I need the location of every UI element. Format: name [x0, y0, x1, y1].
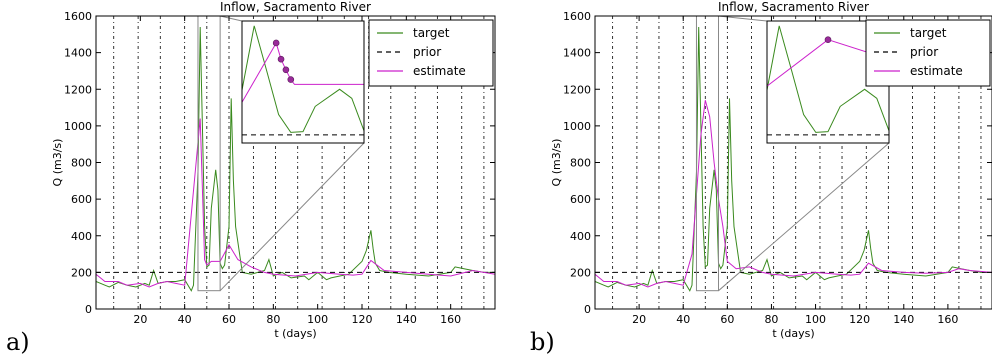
inset-axes: [241, 20, 365, 144]
y-axis-title: Q (m3/s): [550, 139, 563, 187]
legend-label-prior: prior: [910, 45, 938, 59]
inset-marker-point: [824, 36, 832, 44]
chart-title: Inflow, Sacramento River: [718, 0, 869, 14]
x-tick-label: 120: [849, 313, 870, 326]
y-tick-label: 400: [71, 230, 92, 243]
x-tick-label: 160: [440, 313, 461, 326]
y-tick-label: 1200: [563, 83, 591, 96]
inset-plot-area: [242, 25, 364, 136]
y-tick-label: 0: [85, 303, 92, 316]
inset-series-line-target: [767, 25, 889, 133]
y-tick-label: 1600: [563, 10, 591, 23]
y-tick-label: 600: [71, 193, 92, 206]
x-tick-label: 20: [133, 313, 147, 326]
legend: target prior estimate: [865, 19, 991, 87]
legend-box: [368, 19, 494, 87]
y-tick-label: 1400: [64, 47, 92, 60]
legend-label-estimate: estimate: [910, 64, 963, 78]
inset-marker-point: [287, 76, 295, 83]
x-tick-label: 60: [720, 313, 734, 326]
x-tick-label: 160: [937, 313, 958, 326]
y-tick-label: 600: [570, 193, 591, 206]
x-tick-label: 40: [178, 313, 192, 326]
y-tick-label: 1600: [64, 10, 92, 23]
series-line-estimate: [96, 118, 495, 288]
chart-panel-1: Inflow, Sacramento River 20 40 60 80 100 120 14…: [6, 0, 496, 356]
series-line-estimate: [595, 100, 992, 288]
y-tick-label: 1000: [563, 120, 591, 133]
chart-title: Inflow, Sacramento River: [220, 0, 371, 14]
legend-box: [865, 19, 991, 87]
x-tick-label: 140: [893, 313, 914, 326]
legend: target prior estimate: [368, 19, 494, 87]
x-tick-label: 80: [266, 313, 280, 326]
legend-label-prior: prior: [413, 45, 441, 59]
zoom-connector: [718, 142, 890, 292]
inset-frame-bg: [241, 20, 365, 144]
zoom-connector: [718, 15, 768, 22]
y-tick-label: 800: [71, 157, 92, 170]
legend-label-estimate: estimate: [413, 64, 466, 78]
x-tick-label: 100: [307, 313, 328, 326]
legend-label-target: target: [910, 26, 947, 40]
x-tick-label: 20: [632, 313, 646, 326]
inset-marker-point: [277, 55, 285, 63]
x-tick-label: 40: [676, 313, 690, 326]
legend-label-target: target: [413, 26, 450, 40]
x-tick-label: 100: [805, 313, 826, 326]
x-axis-title: t (days): [274, 327, 316, 340]
y-tick-label: 0: [584, 303, 591, 316]
plot-area: [96, 16, 495, 309]
y-tick-label: 800: [570, 157, 591, 170]
inset-marker-point: [272, 39, 280, 47]
x-tick-label: 80: [764, 313, 778, 326]
x-axis-title: t (days): [772, 327, 814, 340]
y-axis-title: Q (m3/s): [51, 139, 64, 187]
panel-label: b): [530, 328, 555, 356]
inset-marker-point: [282, 66, 290, 74]
x-tick-label: 120: [352, 313, 373, 326]
x-tick-label: 140: [396, 313, 417, 326]
inset-frame: [241, 20, 365, 144]
x-tick-label: 60: [222, 313, 236, 326]
chart-panel-2: Inflow, Sacramento River 20 40 60 80 100 120 14…: [530, 0, 992, 356]
zoom-connector: [219, 142, 365, 292]
y-tick-label: 1200: [64, 83, 92, 96]
inset-series-line-target: [242, 25, 364, 133]
y-tick-label: 400: [570, 230, 591, 243]
y-tick-label: 1000: [64, 120, 92, 133]
zoom-connector: [220, 15, 243, 22]
panel-label: a): [6, 328, 30, 356]
y-tick-label: 1400: [563, 47, 591, 60]
y-tick-label: 200: [570, 266, 591, 279]
y-tick-label: 200: [71, 266, 92, 279]
